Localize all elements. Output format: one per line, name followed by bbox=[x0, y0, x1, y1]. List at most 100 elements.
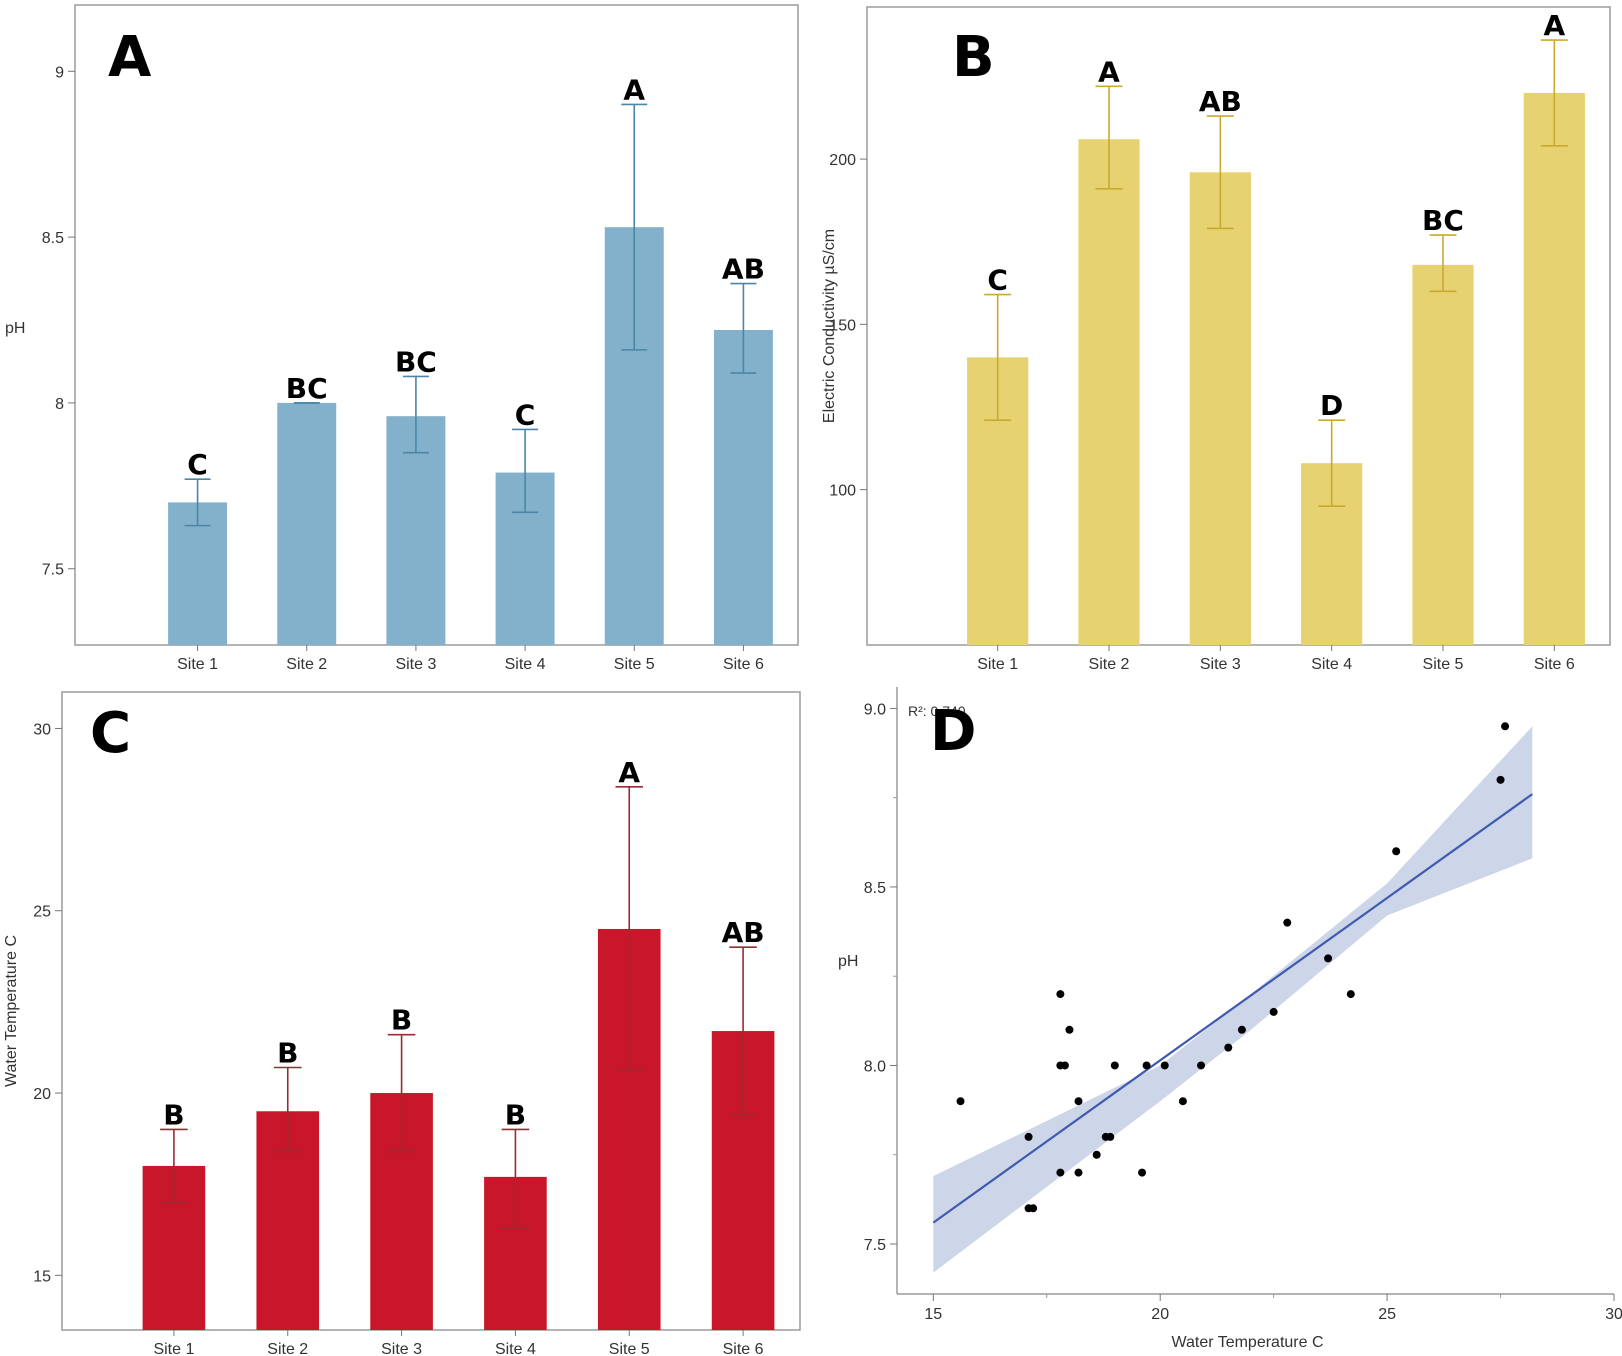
y-tick-label: 200 bbox=[829, 152, 856, 169]
x-tick-label: Site 1 bbox=[153, 1341, 194, 1356]
panel-letter: D bbox=[930, 699, 976, 764]
x-tick-label: Site 2 bbox=[286, 656, 327, 673]
group-label: BC bbox=[286, 372, 328, 405]
group-label: A bbox=[618, 756, 640, 789]
data-point bbox=[1224, 1043, 1233, 1052]
y-tick-label: 8.0 bbox=[864, 1058, 886, 1075]
panel-letter: A bbox=[108, 25, 152, 90]
data-point bbox=[1269, 1007, 1278, 1016]
chart-b: B 100 150 200 Electric Conductivity µS/cm C Si… bbox=[821, 6, 1611, 673]
x-tick-label: Site 5 bbox=[609, 1341, 650, 1356]
x-tick-label: 25 bbox=[1378, 1306, 1396, 1323]
y-tick-label: 8.5 bbox=[864, 880, 886, 897]
data-point bbox=[1092, 1150, 1101, 1159]
x-tick-label: Site 6 bbox=[1534, 656, 1575, 673]
chart-d: 15 20 25 30 7.5 8.0 8.5 9.0 Water Temperature C p… bbox=[838, 687, 1622, 1351]
bar bbox=[1412, 264, 1474, 645]
x-tick-label: Site 6 bbox=[723, 656, 764, 673]
y-axis-label: Electric Conductivity µS/cm bbox=[821, 229, 838, 423]
data-point bbox=[1024, 1204, 1033, 1213]
confidence-band bbox=[933, 726, 1533, 1273]
group-label: BC bbox=[1422, 204, 1464, 237]
y-tick-label: 8.5 bbox=[42, 230, 64, 247]
data-point bbox=[1056, 990, 1065, 999]
data-point bbox=[1142, 1061, 1151, 1070]
group-label: B bbox=[163, 1098, 184, 1131]
x-tick-label: 20 bbox=[1151, 1306, 1169, 1323]
x-tick-label: Site 1 bbox=[977, 656, 1018, 673]
data-point bbox=[1024, 1132, 1033, 1141]
y-tick-label: 7.5 bbox=[42, 562, 64, 579]
data-point bbox=[1178, 1097, 1187, 1106]
data-point bbox=[1060, 1061, 1069, 1070]
data-point bbox=[1346, 990, 1355, 999]
panel-b: B 100 150 200 Electric Conductivity µS/cm C Si… bbox=[812, 0, 1622, 680]
data-point bbox=[1056, 1168, 1065, 1177]
r-squared-annotation: R²: 0.740 bbox=[908, 703, 966, 719]
x-tick-label: Site 3 bbox=[1200, 656, 1241, 673]
group-label: BC bbox=[395, 345, 437, 378]
y-tick-label: 7.5 bbox=[864, 1237, 886, 1254]
x-tick-label: Site 3 bbox=[395, 656, 436, 673]
data-point bbox=[1496, 775, 1505, 784]
y-tick-label: 9.0 bbox=[864, 701, 886, 718]
group-label: C bbox=[515, 398, 536, 431]
group-label: AB bbox=[722, 916, 765, 949]
panel-d: 15 20 25 30 7.5 8.0 8.5 9.0 Water Temperature C p… bbox=[812, 682, 1622, 1356]
group-label: A bbox=[623, 73, 645, 106]
bar bbox=[1078, 139, 1140, 646]
x-tick-label: Site 5 bbox=[614, 656, 655, 673]
x-axis-label: Water Temperature C bbox=[1171, 1334, 1323, 1351]
data-point bbox=[1392, 847, 1401, 856]
bar bbox=[1523, 92, 1585, 646]
group-label: A bbox=[1543, 9, 1565, 42]
group-label: C bbox=[187, 448, 208, 481]
data-point bbox=[1065, 1025, 1074, 1034]
y-axis-label: pH bbox=[838, 953, 858, 970]
x-tick-label: Site 2 bbox=[267, 1341, 308, 1356]
y-tick-label: 150 bbox=[829, 317, 856, 334]
panel-c: C 15 20 25 30 Water Temperature C B Site 1 B Site… bbox=[0, 682, 810, 1356]
x-tick-label: Site 1 bbox=[177, 656, 218, 673]
y-tick-label: 8 bbox=[55, 396, 64, 413]
x-tick-label: 15 bbox=[924, 1306, 942, 1323]
panel-a: A 7.5 8 8.5 9 pH C Site 1 BC Site 2 BC Site 3 C Site … bbox=[0, 0, 810, 680]
chart-a: A 7.5 8 8.5 9 pH C Site 1 BC Site 2 BC Site 3 C Site … bbox=[5, 4, 799, 673]
group-label: B bbox=[505, 1098, 526, 1131]
x-tick-label: Site 6 bbox=[723, 1341, 764, 1356]
data-point bbox=[1074, 1097, 1083, 1106]
x-tick-label: Site 4 bbox=[1311, 656, 1352, 673]
group-label: D bbox=[1320, 389, 1343, 422]
data-point bbox=[1106, 1132, 1115, 1141]
data-point bbox=[1501, 722, 1510, 731]
bar bbox=[1189, 172, 1251, 645]
data-point bbox=[1283, 918, 1292, 927]
fit-line bbox=[932, 793, 1533, 1224]
bar bbox=[277, 402, 337, 645]
group-label: B bbox=[277, 1037, 298, 1070]
group-label: B bbox=[391, 1004, 412, 1037]
group-label: C bbox=[987, 264, 1008, 297]
y-tick-label: 9 bbox=[55, 64, 64, 81]
group-label: AB bbox=[1199, 85, 1242, 118]
chart-c: C 15 20 25 30 Water Temperature C B Site 1 B Site… bbox=[3, 691, 801, 1356]
group-label: A bbox=[1098, 55, 1120, 88]
y-tick-label: 20 bbox=[33, 1086, 51, 1103]
data-point bbox=[1197, 1061, 1206, 1070]
x-tick-label: Site 2 bbox=[1089, 656, 1130, 673]
bar bbox=[713, 329, 773, 645]
x-tick-label: Site 3 bbox=[381, 1341, 422, 1356]
data-point bbox=[1237, 1025, 1246, 1034]
y-tick-label: 25 bbox=[33, 904, 51, 921]
data-point bbox=[1160, 1061, 1169, 1070]
data-point bbox=[1138, 1168, 1147, 1177]
y-tick-label: 100 bbox=[829, 483, 856, 500]
y-tick-label: 15 bbox=[33, 1268, 51, 1285]
bar bbox=[386, 416, 446, 645]
data-point bbox=[1324, 954, 1333, 963]
x-tick-label: Site 4 bbox=[495, 1341, 536, 1356]
x-tick-label: 30 bbox=[1605, 1306, 1622, 1323]
y-axis-label: pH bbox=[5, 320, 25, 337]
y-tick-label: 30 bbox=[33, 721, 51, 738]
panel-letter: B bbox=[952, 25, 995, 90]
